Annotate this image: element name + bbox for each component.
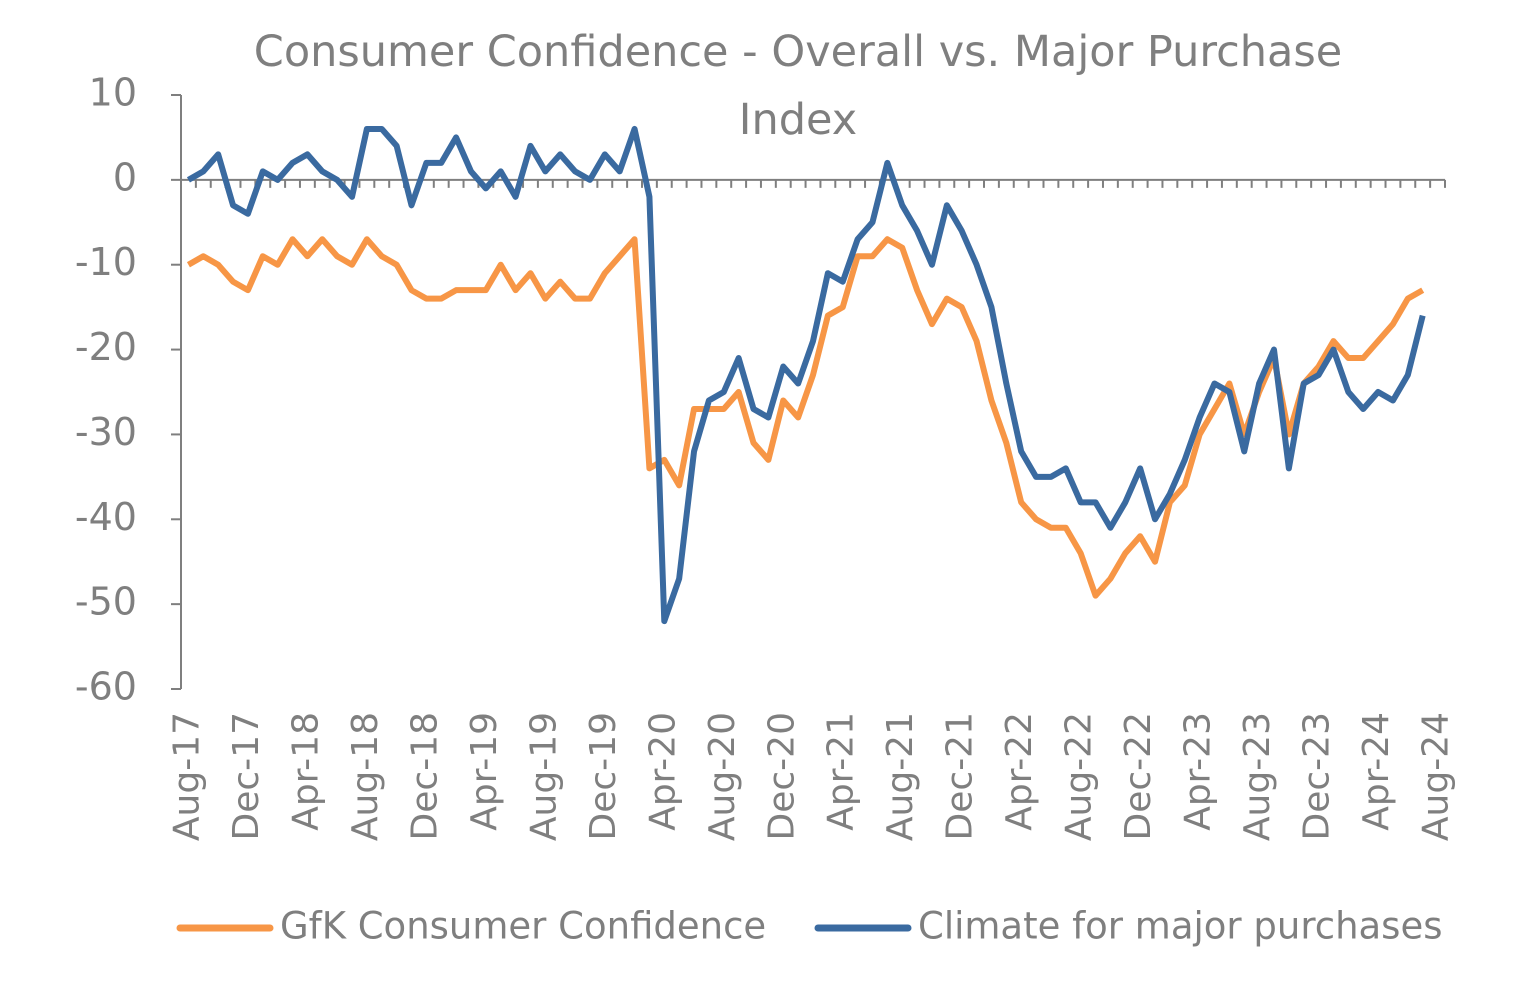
x-tick-label: Aug-22 <box>1059 712 1100 841</box>
x-tick-label: Dec-17 <box>226 712 267 840</box>
x-tick-label: Apr-19 <box>464 712 505 831</box>
x-tick-label: Aug-17 <box>166 712 207 841</box>
x-tick-label: Dec-23 <box>1297 712 1338 840</box>
series-line <box>186 236 1425 599</box>
x-tick-label: Aug-23 <box>1237 712 1278 841</box>
y-tick-label: 10 <box>89 71 137 115</box>
x-tick-label: Apr-22 <box>999 712 1040 831</box>
y-tick-label: -40 <box>75 495 137 539</box>
y-tick-label: -20 <box>75 325 137 369</box>
x-tick-label: Dec-18 <box>404 712 445 840</box>
x-tick-label: Aug-21 <box>880 712 921 841</box>
x-tick-label: Dec-22 <box>1118 712 1159 840</box>
legend-label: Climate for major purchases <box>918 905 1443 948</box>
legend-label: GfK Consumer Confidence <box>280 905 766 948</box>
x-tick-label: Dec-19 <box>583 712 624 840</box>
x-tick-label: Dec-21 <box>940 712 981 840</box>
y-tick-label: 0 <box>113 155 137 199</box>
x-tick-label: Apr-24 <box>1356 712 1397 831</box>
y-tick-label: -10 <box>75 240 137 284</box>
x-tick-label: Dec-20 <box>761 712 802 840</box>
x-tick-label: Aug-19 <box>523 712 564 841</box>
x-tick-label: Aug-20 <box>702 712 743 841</box>
x-tick-label: Aug-18 <box>345 712 386 841</box>
y-tick-label: -60 <box>75 665 137 709</box>
x-tick-label: Apr-18 <box>285 712 326 831</box>
series-line <box>186 125 1426 625</box>
x-tick-label: Apr-23 <box>1178 712 1219 831</box>
x-tick-label: Apr-20 <box>642 712 683 831</box>
chart-title: Consumer Confidence - Overall vs. Major … <box>253 27 1343 145</box>
y-tick-label: -30 <box>75 410 137 454</box>
x-tick-label: Aug-24 <box>1416 712 1457 841</box>
x-tick-label: Apr-21 <box>821 712 862 831</box>
y-tick-label: -50 <box>75 580 137 624</box>
